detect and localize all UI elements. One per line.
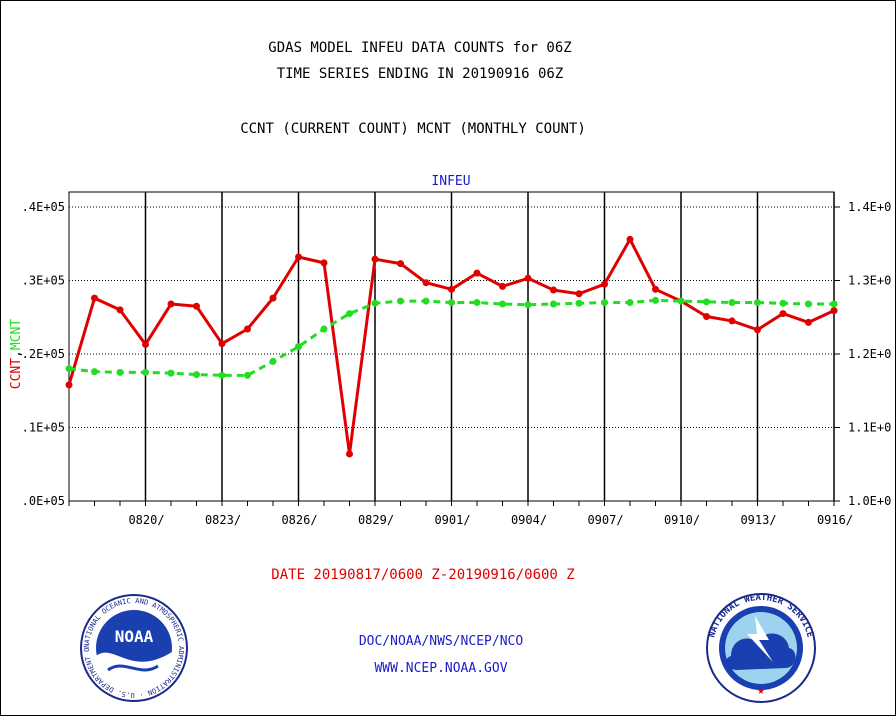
data-point-ccnt xyxy=(422,279,430,287)
data-point-mcnt xyxy=(193,371,200,379)
data-point-ccnt xyxy=(499,282,506,290)
data-point-ccnt xyxy=(193,302,200,310)
data-point-ccnt xyxy=(728,317,736,325)
data-point-ccnt xyxy=(805,318,812,326)
data-point-mcnt xyxy=(320,325,328,333)
data-point-ccnt xyxy=(244,325,251,333)
data-point-mcnt xyxy=(524,301,532,309)
x-tick-label: 0904/ xyxy=(511,513,547,527)
x-tick-label: 0910/ xyxy=(664,513,700,527)
y-tick-label-left: .4E+05 xyxy=(22,200,65,214)
x-tick-label: 0823/ xyxy=(205,513,241,527)
data-point-mcnt xyxy=(397,297,404,305)
x-tick-label: 0829/ xyxy=(358,513,394,527)
y-label-comma: , xyxy=(9,350,24,358)
data-point-mcnt xyxy=(754,299,761,307)
data-point-mcnt xyxy=(244,371,251,379)
data-point-ccnt xyxy=(65,381,73,389)
data-point-ccnt xyxy=(167,300,175,308)
data-point-ccnt xyxy=(91,294,98,302)
data-point-mcnt xyxy=(142,368,149,376)
data-point-mcnt xyxy=(116,368,124,376)
x-tick-label: 0913/ xyxy=(740,513,776,527)
data-point-ccnt xyxy=(269,294,277,302)
data-point-ccnt xyxy=(473,269,481,277)
data-point-ccnt xyxy=(116,306,124,314)
data-point-mcnt xyxy=(626,299,634,307)
data-point-ccnt xyxy=(346,450,353,458)
data-point-mcnt xyxy=(269,357,277,365)
data-point-mcnt xyxy=(218,371,226,379)
y-tick-label-left: .1E+05 xyxy=(22,421,65,435)
data-point-ccnt xyxy=(626,235,634,243)
data-point-mcnt xyxy=(805,300,812,308)
y-tick-label-left: .3E+05 xyxy=(22,274,65,288)
data-point-ccnt xyxy=(371,255,379,263)
y-tick-label-right: 1.2E+0 xyxy=(848,347,891,361)
y-axis-label-left: CCNT,MCNT xyxy=(9,319,24,390)
data-point-mcnt xyxy=(703,298,710,306)
data-point-ccnt xyxy=(218,340,226,348)
x-tick-label: 0907/ xyxy=(587,513,623,527)
data-point-ccnt xyxy=(524,274,532,282)
svg-text:NOAA: NOAA xyxy=(115,627,154,646)
svg-text:★: ★ xyxy=(757,683,764,697)
data-point-ccnt xyxy=(754,326,761,334)
data-point-mcnt xyxy=(448,299,455,307)
title-line-2: TIME SERIES ENDING IN 20190916 06Z xyxy=(277,66,564,82)
data-point-ccnt xyxy=(142,340,149,348)
data-point-mcnt xyxy=(728,299,736,307)
x-tick-label: 0820/ xyxy=(128,513,164,527)
data-point-mcnt xyxy=(830,300,838,308)
nws-logo: NATIONAL WEATHER SERVICE ★ xyxy=(706,593,816,703)
data-point-mcnt xyxy=(473,299,481,307)
data-point-ccnt xyxy=(397,260,404,268)
y-tick-label-right: 1.0E+0 xyxy=(848,494,891,508)
title-line-1: GDAS MODEL INFEU DATA COUNTS for 06Z xyxy=(268,40,571,56)
data-point-ccnt xyxy=(601,280,608,288)
data-point-ccnt xyxy=(652,285,659,293)
noaa-logo: NOAA NATIONAL OCEANIC AND ATMOSPHERIC AD… xyxy=(80,594,188,702)
x-tick-label: 0901/ xyxy=(434,513,470,527)
data-point-ccnt xyxy=(703,313,710,321)
data-point-mcnt xyxy=(652,296,659,304)
title-line-3: CCNT (CURRENT COUNT) MCNT (MONTHLY COUNT… xyxy=(240,121,586,137)
data-point-ccnt xyxy=(320,259,328,267)
y-tick-label-right: 1.3E+0 xyxy=(848,274,891,288)
data-point-mcnt xyxy=(295,343,302,351)
data-point-mcnt xyxy=(601,299,608,307)
chart-title: INFEU xyxy=(431,174,470,189)
data-point-mcnt xyxy=(550,300,557,308)
data-point-mcnt xyxy=(91,368,98,376)
x-tick-label: 0916/ xyxy=(817,513,853,527)
data-point-mcnt xyxy=(779,299,787,307)
y-tick-label-right: 1.1E+0 xyxy=(848,421,891,435)
data-point-ccnt xyxy=(575,290,583,298)
data-point-mcnt xyxy=(346,310,353,318)
url-label: WWW.NCEP.NOAA.GOV xyxy=(374,661,507,676)
data-point-mcnt xyxy=(499,300,506,308)
y-label-ccnt: CCNT xyxy=(9,358,24,389)
data-point-ccnt xyxy=(830,307,838,315)
data-point-mcnt xyxy=(371,299,379,307)
data-point-ccnt xyxy=(779,310,787,318)
data-point-mcnt xyxy=(65,365,73,373)
y-tick-label-left: .2E+05 xyxy=(22,347,65,361)
x-tick-label: 0826/ xyxy=(281,513,317,527)
y-tick-label-left: .0E+05 xyxy=(22,494,65,508)
plot-area: .0E+05 1.0E+0 .1E+05 1.1E+0 .2E+05 1.2E+0 .3E+… xyxy=(22,191,891,527)
data-point-ccnt xyxy=(295,253,302,261)
data-point-ccnt xyxy=(448,285,455,293)
data-point-mcnt xyxy=(422,297,430,305)
y-tick-label-right: 1.4E+0 xyxy=(848,200,891,214)
y-label-mcnt: MCNT xyxy=(9,319,24,350)
svg-text:CCNT,MCNT: CCNT,MCNT xyxy=(9,319,24,390)
data-point-mcnt xyxy=(167,369,175,377)
org-label: DOC/NOAA/NWS/NCEP/NCO xyxy=(359,634,524,649)
data-point-mcnt xyxy=(677,297,685,305)
data-point-mcnt xyxy=(575,299,583,307)
date-range-label: DATE 20190817/0600 Z-20190916/0600 Z xyxy=(271,567,574,583)
data-point-ccnt xyxy=(550,286,557,294)
